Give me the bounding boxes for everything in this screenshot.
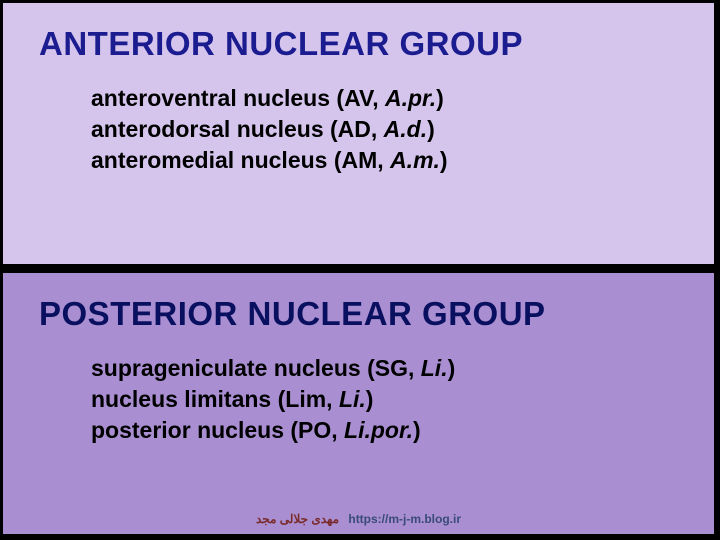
list-item: suprageniculate nucleus (SG, Li.) <box>91 353 684 384</box>
posterior-panel: POSTERIOR NUCLEAR GROUP suprageniculate … <box>0 270 720 540</box>
list-item: anteromedial nucleus (AM, A.m.) <box>91 145 684 176</box>
item-close: ) <box>448 355 456 381</box>
item-close: ) <box>436 85 444 111</box>
item-name: anteromedial nucleus (AM, <box>91 147 390 173</box>
item-name: anteroventral nucleus (AV, <box>91 85 385 111</box>
posterior-heading: POSTERIOR NUCLEAR GROUP <box>39 295 684 333</box>
item-name: anterodorsal nucleus (AD, <box>91 116 384 142</box>
item-abbr: Li. <box>421 355 448 381</box>
item-name: nucleus limitans (Lim, <box>91 386 339 412</box>
item-abbr: A.d. <box>384 116 427 142</box>
item-abbr: Li. <box>339 386 366 412</box>
anterior-panel: ANTERIOR NUCLEAR GROUP anteroventral nuc… <box>0 0 720 270</box>
item-close: ) <box>366 386 374 412</box>
anterior-heading: ANTERIOR NUCLEAR GROUP <box>39 25 684 63</box>
footer-url: https://m-j-m.blog.ir <box>348 512 461 526</box>
item-name: suprageniculate nucleus (SG, <box>91 355 421 381</box>
list-item: posterior nucleus (PO, Li.por.) <box>91 415 684 446</box>
item-close: ) <box>427 116 435 142</box>
footer-author: مهدی جلالی مجد <box>256 512 339 526</box>
item-abbr: A.m. <box>390 147 440 173</box>
list-item: anterodorsal nucleus (AD, A.d.) <box>91 114 684 145</box>
item-abbr: A.pr. <box>385 85 436 111</box>
footer: مهدی جلالی مجد https://m-j-m.blog.ir <box>3 512 714 526</box>
list-item: anteroventral nucleus (AV, A.pr.) <box>91 83 684 114</box>
list-item: nucleus limitans (Lim, Li.) <box>91 384 684 415</box>
item-close: ) <box>440 147 448 173</box>
item-close: ) <box>413 417 421 443</box>
posterior-list: suprageniculate nucleus (SG, Li.) nucleu… <box>39 353 684 446</box>
item-name: posterior nucleus (PO, <box>91 417 344 443</box>
anterior-list: anteroventral nucleus (AV, A.pr.) antero… <box>39 83 684 176</box>
item-abbr: Li.por. <box>344 417 413 443</box>
